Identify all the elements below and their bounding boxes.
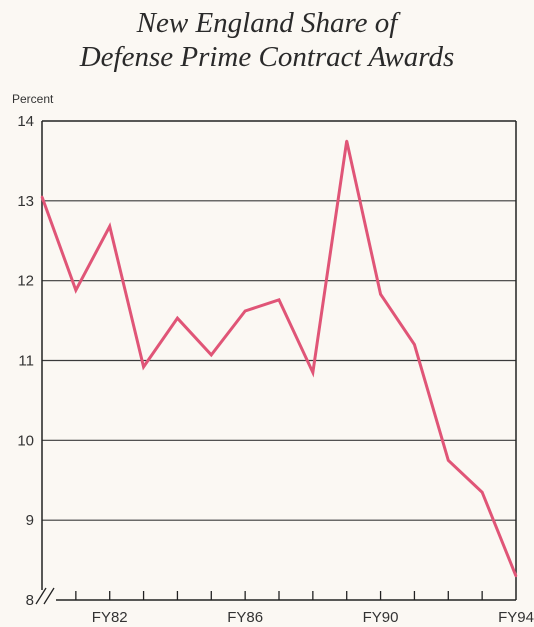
x-tick-label-1990: FY90 <box>363 609 399 626</box>
data-point-1987 <box>277 298 281 302</box>
data-point-1990 <box>379 293 382 296</box>
data-point-1981 <box>74 289 78 292</box>
chart-title-line-2: Defense Prime Contract Awards <box>79 41 455 73</box>
axis-break-mark-1 <box>35 587 47 605</box>
y-tick-label-13: 13 <box>17 193 34 210</box>
y-tick-label-14: 14 <box>17 113 34 130</box>
data-point-1980 <box>40 195 44 199</box>
x-tick-label-1986: FY86 <box>227 609 263 626</box>
data-point-1991 <box>413 343 416 346</box>
y-tick-label-11: 11 <box>18 353 34 370</box>
data-point-1983 <box>142 365 145 369</box>
data-point-1992 <box>447 459 450 462</box>
y-tick-label-12: 12 <box>17 273 34 290</box>
x-ticks: FY82 FY86 FY90 FY94 <box>75 591 534 626</box>
data-point-1985 <box>210 353 213 357</box>
chart-title: New England Share of Defense Prime Contr… <box>0 6 534 74</box>
data-point-1994 <box>514 574 518 578</box>
chart-title-line-1: New England Share of <box>136 7 398 39</box>
data-point-1993 <box>480 491 484 494</box>
data-point-1982 <box>108 225 111 228</box>
y-tick-label-10: 10 <box>17 432 34 449</box>
series-layer <box>40 139 518 578</box>
data-point-1989 <box>345 139 348 143</box>
y-tick-label-9: 9 <box>26 512 34 529</box>
y-axis-label: Percent <box>12 92 54 106</box>
data-point-1988 <box>311 371 315 374</box>
data-point-1986 <box>243 309 247 313</box>
data-point-1984 <box>176 316 179 320</box>
plot-frame <box>35 120 517 605</box>
x-tick-label-1994: FY94 <box>498 609 534 626</box>
y-tick-label-8: 8 <box>26 592 34 609</box>
gridlines <box>42 200 516 521</box>
y-tick-labels: 8 9 10 11 12 13 14 <box>17 113 34 609</box>
x-tick-label-1982: FY82 <box>92 609 128 626</box>
series-line-0 <box>40 140 518 577</box>
axis-break-mark-2 <box>43 587 55 605</box>
